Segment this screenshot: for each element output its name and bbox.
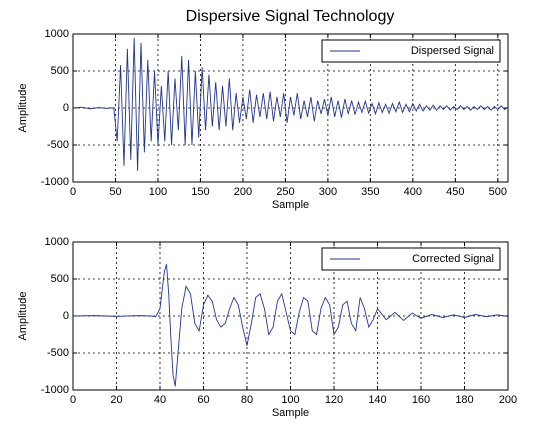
x-tick-label: 350 [361,186,379,198]
y-axis-label: Amplitude [17,292,29,341]
legend-box [321,39,501,63]
x-tick-label: 200 [234,186,252,198]
y-tick-label: 500 [51,273,69,285]
x-tick-label: 200 [499,394,517,406]
y-axis-label: Amplitude [17,84,29,133]
x-tick-label: 60 [197,394,209,406]
x-tick-label: 180 [455,394,473,406]
legend-label: Dispersed Signal [411,45,494,57]
y-tick-label: -500 [47,139,69,151]
y-tick-label: -500 [47,347,69,359]
x-tick-label: 0 [70,186,76,198]
x-tick-label: 140 [368,394,386,406]
y-tick-label: 0 [63,310,69,322]
x-tick-label: 50 [109,186,121,198]
chart-title: Dispersive Signal Technology [186,8,395,25]
y-tick-label: 0 [63,102,69,114]
x-tick-label: 80 [241,394,253,406]
signal-line [73,264,508,387]
signal-line [73,37,508,171]
y-tick-label: -1000 [41,384,69,396]
x-tick-label: 500 [489,186,507,198]
x-tick-label: 100 [149,186,167,198]
y-tick-label: 500 [51,65,69,77]
x-tick-label: 120 [325,394,343,406]
axes-frame [72,33,509,183]
y-tick-label: 1000 [45,28,69,40]
x-tick-label: 100 [281,394,299,406]
x-tick-label: 250 [276,186,294,198]
x-tick-label: 300 [319,186,337,198]
x-axis-label: Sample [272,199,309,211]
legend-label: Corrected Signal [412,253,494,265]
x-tick-label: 400 [404,186,422,198]
x-tick-label: 450 [446,186,464,198]
x-tick-label: 150 [191,186,209,198]
x-tick-label: 20 [110,394,122,406]
x-tick-label: 160 [412,394,430,406]
y-tick-label: -1000 [41,176,69,188]
axes-frame [72,241,509,391]
x-tick-label: 0 [70,394,76,406]
x-tick-label: 40 [154,394,166,406]
y-tick-label: 1000 [45,236,69,248]
x-axis-label: Sample [272,407,309,419]
legend-box [321,247,501,271]
